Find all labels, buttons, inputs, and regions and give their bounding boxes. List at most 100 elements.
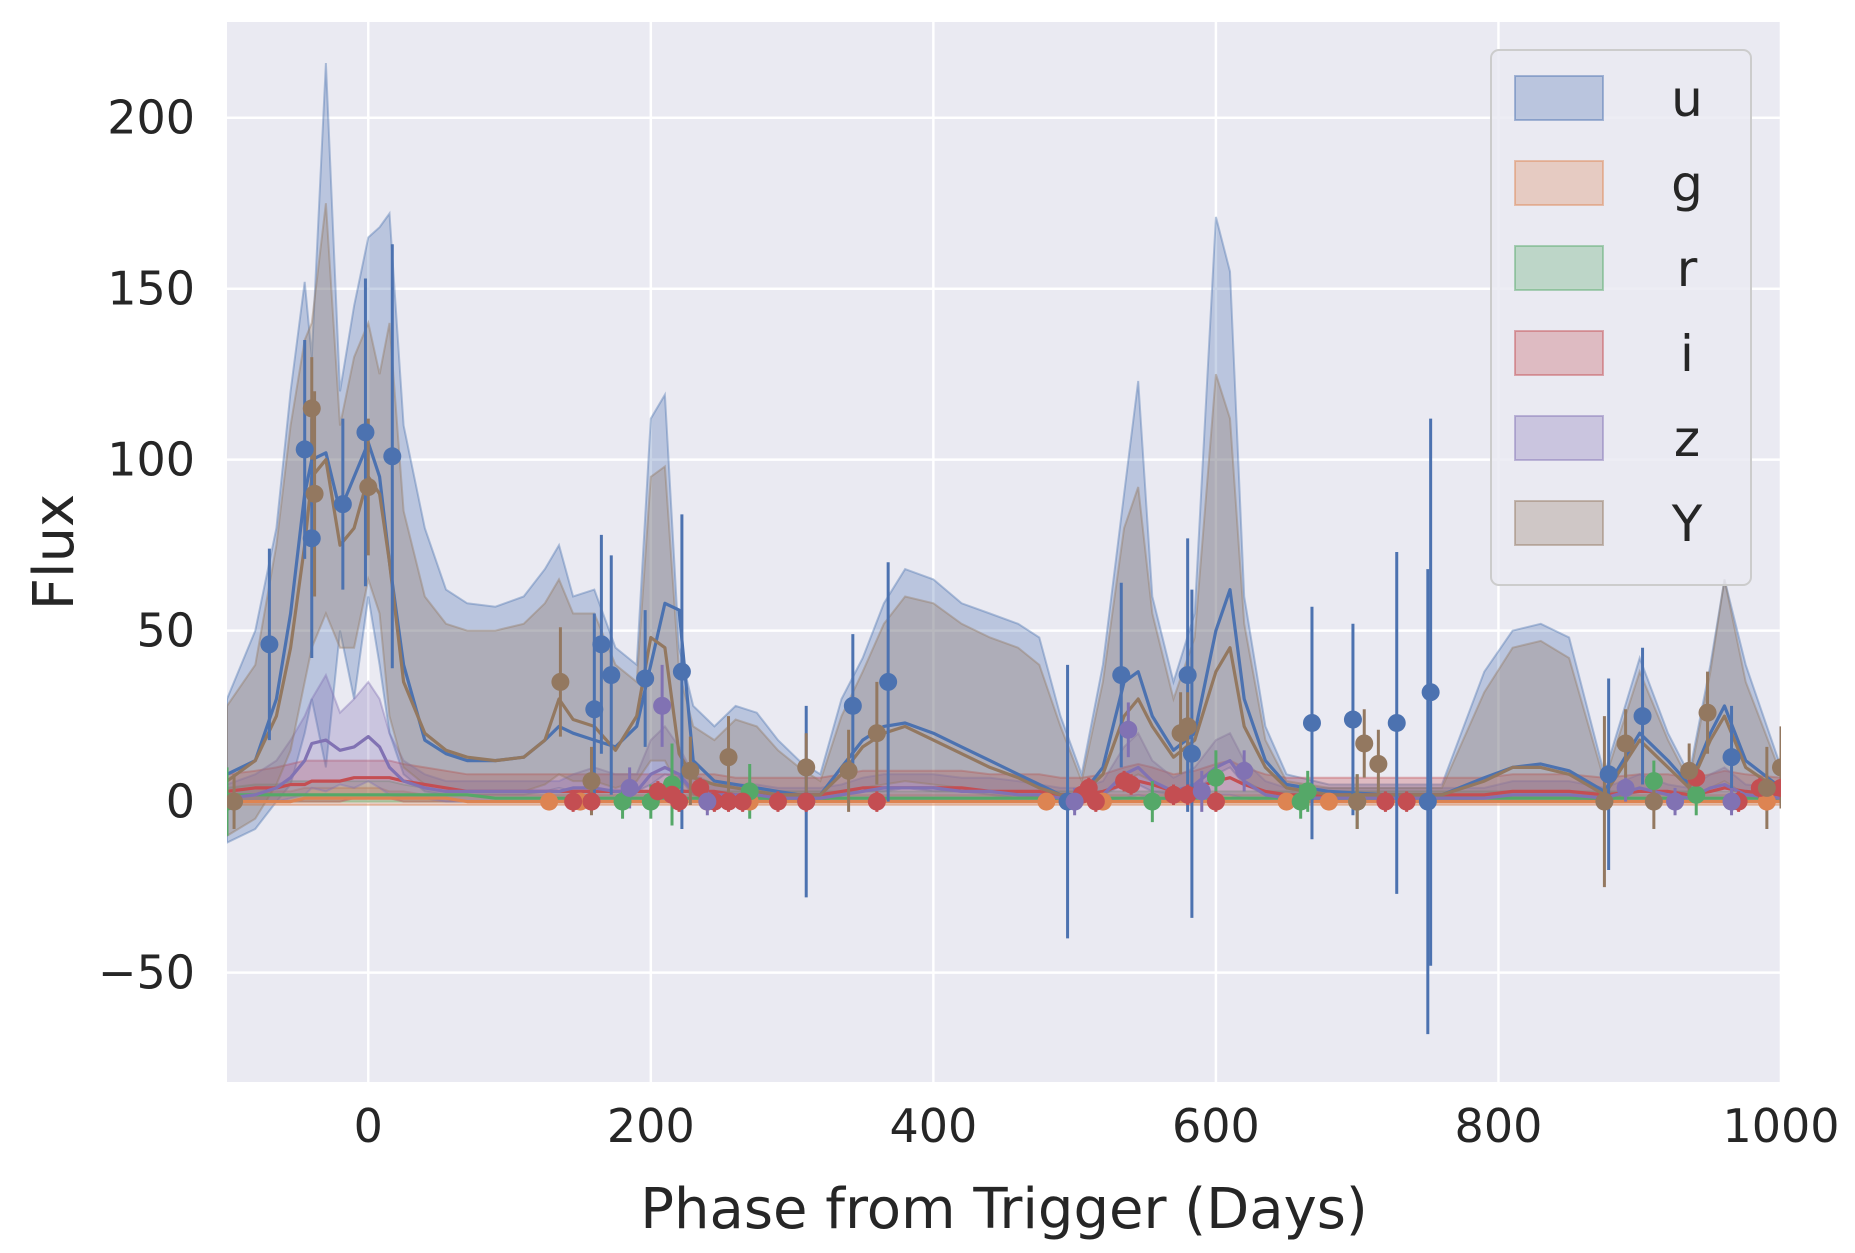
data-point-y [1595,792,1614,811]
x-tick-label: 800 [1455,1099,1543,1153]
data-point-u [1633,707,1652,726]
data-point-u [592,635,611,654]
data-point-u [333,495,352,514]
x-tick-label: 600 [1172,1099,1260,1153]
observations [227,399,1781,811]
data-point-u [295,440,314,459]
data-point-z [1722,792,1741,811]
data-point-y [1348,792,1367,811]
data-point-y [1355,734,1374,753]
y-tick-label: −50 [98,946,195,1000]
data-point-g [1757,792,1776,811]
data-point-y [305,484,324,503]
data-point-i [1086,792,1105,811]
legend-label-r: r [1677,240,1698,298]
data-point-y [1772,758,1781,777]
data-point-i [719,792,738,811]
data-point-i [670,792,689,811]
data-point-y [839,761,858,780]
data-point-i [797,792,816,811]
legend-frame [1490,49,1752,586]
data-point-y [719,748,738,767]
data-point-y [1680,761,1699,780]
data-point-u [636,669,655,688]
data-point-g [1037,792,1056,811]
x-tick-label: 0 [354,1099,383,1153]
y-tick-label: 100 [107,433,195,487]
data-point-u [1387,713,1406,732]
data-point-y [551,672,570,691]
y-tick-label: 200 [107,91,195,145]
data-point-u [356,423,375,442]
data-point-u [879,672,898,691]
data-point-u [1599,765,1618,784]
x-tick-label: 400 [889,1099,977,1153]
data-point-y [1698,703,1717,722]
data-point-u [383,447,402,466]
legend-swatch-u [1514,75,1604,121]
data-point-u [585,700,604,719]
data-point-i [1079,778,1098,797]
data-point-z [1616,778,1635,797]
data-point-u [1722,748,1741,767]
data-point-i [867,792,886,811]
y-tick-label: 0 [166,775,195,829]
y-axis-ticks: −50 0 50 100 150 200 [98,91,195,1000]
data-point-y [227,792,244,811]
data-point-r [1644,772,1663,791]
data-point-i [582,792,601,811]
data-point-g [540,792,559,811]
data-point-z [698,792,717,811]
x-axis-label: Phase from Trigger (Days) [640,1177,1368,1242]
data-point-u [1112,666,1131,685]
data-point-u [1418,792,1437,811]
data-point-y [1616,734,1635,753]
data-point-i [1164,785,1183,804]
data-point-r [613,792,632,811]
legend-swatch-i [1514,330,1604,376]
data-point-y [582,772,601,791]
data-point-i [1397,792,1416,811]
data-point-r [1298,782,1317,801]
model-lines [227,441,1781,804]
legend-label-y: Y [1671,495,1703,553]
legend-swatch-r [1514,245,1604,291]
y-tick-label: 50 [136,604,195,658]
data-point-i [733,792,752,811]
data-point-u [302,529,321,548]
legend-swatch-g [1514,160,1604,206]
legend-swatch-y [1514,500,1604,546]
data-point-i [1122,775,1141,794]
data-point-y [1757,778,1776,797]
data-point-u [843,696,862,715]
data-point-z [1192,782,1211,801]
data-point-r [1206,768,1225,787]
data-point-y [797,758,816,777]
data-point-z [1235,761,1254,780]
data-point-u [1421,683,1440,702]
data-point-y [1369,755,1388,773]
x-tick-label: 200 [607,1099,695,1153]
data-point-y [302,399,321,418]
legend-swatch-z [1514,415,1604,461]
legend-label-u: u [1671,70,1703,128]
model-line-z [227,735,1781,800]
data-point-z [1666,792,1685,811]
data-point-z [653,696,672,715]
data-point-u [1343,710,1362,729]
model-line-i [227,776,1781,797]
data-point-i [564,792,583,811]
x-tick-label: 1000 [1722,1099,1839,1153]
model-line-g [227,796,1781,804]
legend-label-z: z [1674,410,1700,468]
data-point-y [867,724,886,743]
data-point-r [1687,785,1706,804]
data-point-y [1178,717,1197,736]
data-point-z [1119,720,1138,739]
data-point-i [1376,792,1395,811]
data-point-y [681,761,700,780]
legend-label-g: g [1671,155,1703,213]
data-point-u [1178,666,1197,685]
data-point-i [768,792,787,811]
